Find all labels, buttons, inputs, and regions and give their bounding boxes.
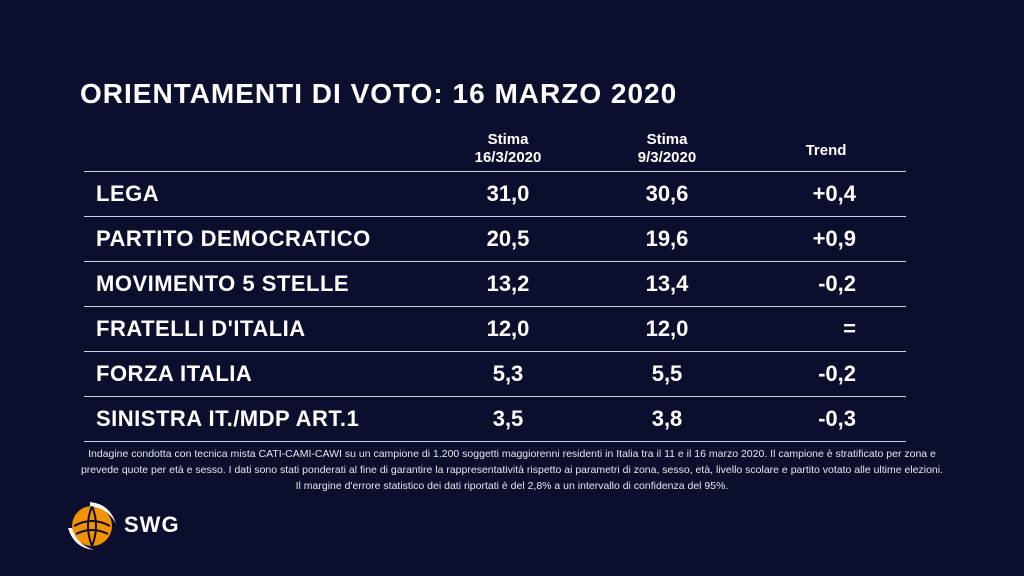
table-row: FORZA ITALIA 5,3 5,5 -0,2 [84,352,906,397]
trend-value: -0,2 [818,361,856,386]
swg-globe-icon [68,502,116,550]
estimate-current: 5,3 [492,361,524,386]
header-date: 16/3/2020 [474,149,542,166]
estimate-previous: 5,5 [651,361,683,386]
header-date: 9/3/2020 [637,149,697,166]
header-estimate-previous: Stima 9/3/2020 [607,131,727,167]
table-row: MOVIMENTO 5 STELLE 13,2 13,4 -0,2 [84,262,906,307]
trend-value: -0,2 [818,271,856,296]
estimate-current: 12,0 [486,316,530,341]
estimate-current: 13,2 [486,271,530,296]
estimate-previous: 30,6 [645,181,689,206]
table-row: SINISTRA IT./MDP ART.1 3,5 3,8 -0,3 [84,397,906,442]
table-header: Stima 16/3/2020 Stima 9/3/2020 Trend [84,128,906,172]
methodology-note: Indagine condotta con tecnica mista CATI… [80,448,944,492]
slide-title: ORIENTAMENTI DI VOTO: 16 MARZO 2020 [80,78,678,109]
party-name: FORZA ITALIA [96,361,253,386]
party-name: FRATELLI D'ITALIA [96,316,306,341]
logo-text: SWG [124,512,180,537]
header-label: Stima [487,131,529,148]
swg-logo: SWG [64,498,184,554]
estimate-previous: 12,0 [645,316,689,341]
party-name: MOVIMENTO 5 STELLE [96,271,350,296]
poll-table: Stima 16/3/2020 Stima 9/3/2020 Trend LEG… [84,128,906,442]
table-row: LEGA 31,0 30,6 +0,4 [84,172,906,217]
party-name: SINISTRA IT./MDP ART.1 [96,406,360,431]
header-label: Stima [646,131,688,148]
estimate-current: 20,5 [486,226,530,251]
trend-value: = [843,316,856,341]
trend-value: +0,4 [812,181,856,206]
table-row: FRATELLI D'ITALIA 12,0 12,0 = [84,307,906,352]
header-trend: Trend [805,142,847,159]
estimate-previous: 13,4 [645,271,689,296]
header-estimate-current: Stima 16/3/2020 [448,131,568,167]
estimate-previous: 19,6 [645,226,689,251]
party-name: PARTITO DEMOCRATICO [96,226,371,251]
estimate-current: 3,5 [492,406,524,431]
party-name: LEGA [96,181,160,206]
estimate-previous: 3,8 [651,406,683,431]
estimate-current: 31,0 [486,181,530,206]
trend-value: +0,9 [812,226,856,251]
trend-value: -0,3 [818,406,856,431]
table-row: PARTITO DEMOCRATICO 20,5 19,6 +0,9 [84,217,906,262]
